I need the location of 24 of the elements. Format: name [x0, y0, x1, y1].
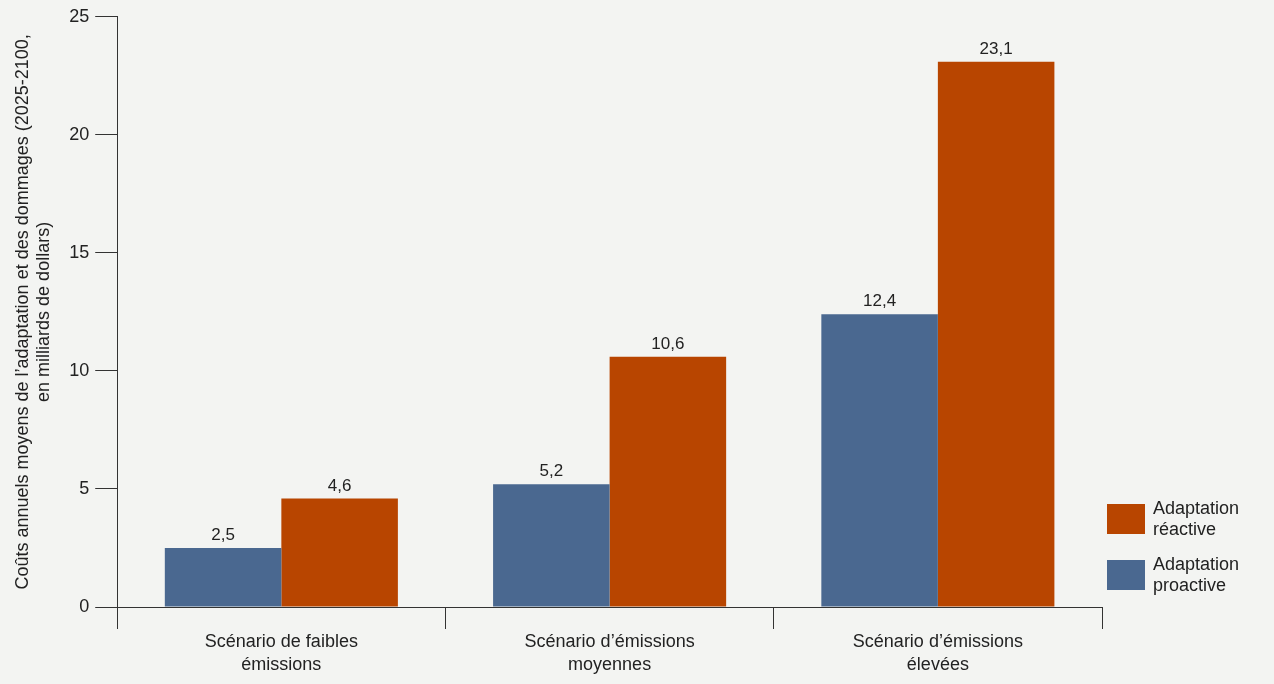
- legend-label: Adaptation proactive: [1153, 554, 1241, 596]
- x-tick-label: Scénario de faibles émissions: [204, 631, 358, 674]
- bar: [821, 314, 938, 607]
- y-tick-label: 20: [69, 123, 90, 144]
- bar: [164, 547, 282, 607]
- x-tick-label: Scénario d’émissions élevées: [852, 631, 1023, 674]
- data-label: 10,6: [651, 333, 685, 353]
- x-tick-label: Scénario d’émissions moyennes: [524, 631, 695, 674]
- bar: [493, 484, 610, 607]
- bar: [281, 498, 398, 607]
- data-label: 12,4: [863, 291, 897, 311]
- y-tick-label: 0: [79, 595, 90, 616]
- bar: [609, 356, 727, 607]
- data-label: 23,1: [979, 38, 1013, 58]
- legend-label: Adaptation réactive: [1153, 498, 1241, 540]
- y-tick-label: 25: [69, 5, 90, 26]
- y-tick-label: 5: [79, 477, 90, 498]
- bar: [937, 61, 1055, 607]
- data-label: 2,5: [211, 525, 235, 545]
- y-axis-title: Coûts annuels moyens de l’adaptation et des dommages (2025-2100, en milliards de dollars): [11, 34, 54, 590]
- y-tick-label: 10: [69, 359, 90, 380]
- data-label: 4,6: [327, 475, 352, 495]
- data-label: 5,2: [539, 461, 564, 481]
- y-tick-label: 15: [69, 241, 90, 262]
